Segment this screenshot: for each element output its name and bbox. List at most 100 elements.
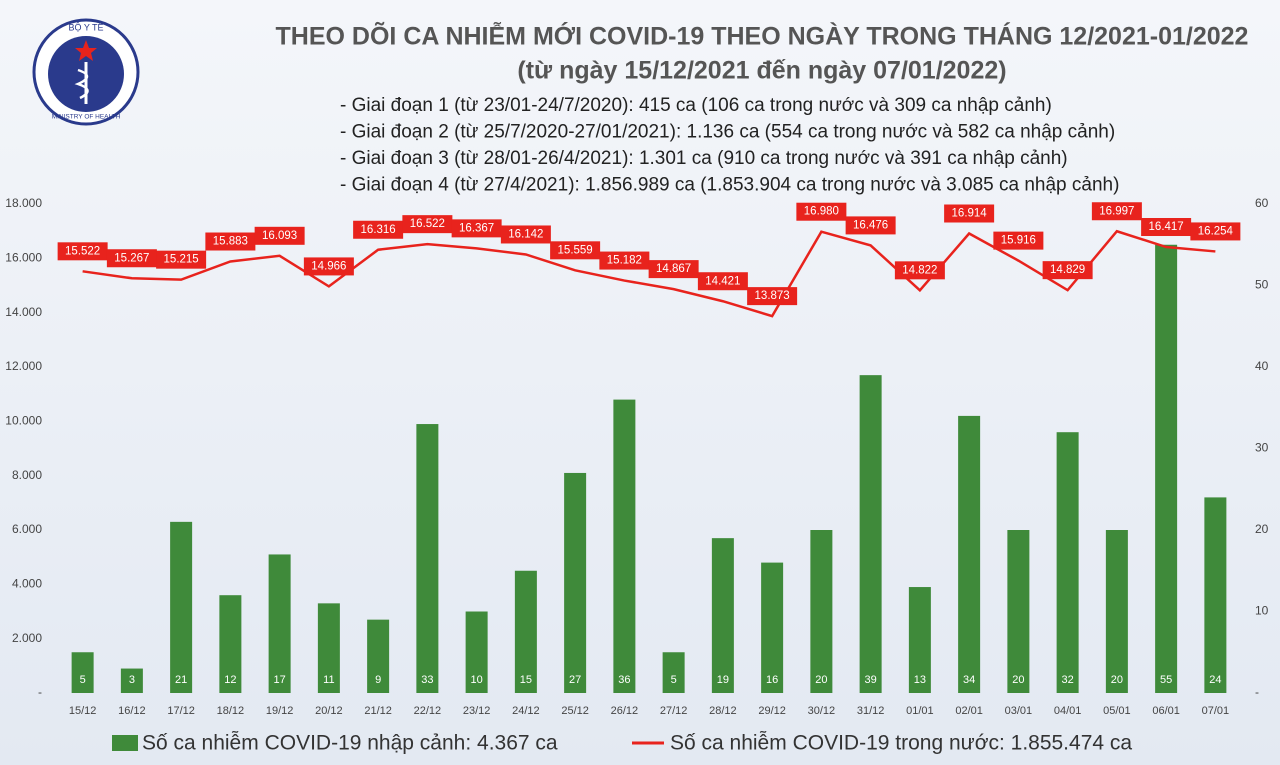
bar-value-label: 13 <box>914 674 926 686</box>
bar <box>367 619 390 693</box>
line-value-label: 16.980 <box>804 206 839 218</box>
bar-value-label: 36 <box>618 674 630 686</box>
y-tick-label: 16.000 <box>5 251 42 265</box>
y-tick-label: 6.000 <box>12 522 42 536</box>
line-value-label: 14.829 <box>1050 264 1085 276</box>
chart-subtitle: (từ ngày 15/12/2021 đến ngày 07/01/2022) <box>517 57 1006 85</box>
bar <box>1007 530 1030 693</box>
bar <box>219 595 242 693</box>
logo-snake <box>74 68 89 100</box>
bar-value-label: 19 <box>717 674 729 686</box>
line-value-label: 14.822 <box>902 264 937 276</box>
line <box>82 229 1216 318</box>
line-value-box <box>747 287 798 306</box>
bar <box>1105 530 1128 693</box>
line-value-box <box>254 226 305 245</box>
bar <box>317 603 340 693</box>
bar <box>170 521 193 693</box>
line-value-box <box>599 251 650 270</box>
line-value-box <box>1141 218 1192 237</box>
y-tick-label: 12.000 <box>5 359 42 373</box>
line-value-box <box>944 204 995 223</box>
x-tick-label: 18/12 <box>217 705 245 717</box>
line-value-box <box>156 250 207 269</box>
line-value-label: 16.367 <box>459 222 494 234</box>
logo: BỘ Y TẾ MINISTRY OF HEALTH <box>32 18 140 126</box>
x-tick-label: 26/12 <box>611 705 639 717</box>
bar-value-label: 5 <box>671 674 677 686</box>
y-tick-label: 40 <box>1255 359 1269 373</box>
line-value-label: 15.522 <box>65 245 100 257</box>
bar-value-label: 11 <box>323 674 334 686</box>
x-tick-label: 24/12 <box>512 705 540 717</box>
line-value-label: 16.417 <box>1149 221 1184 233</box>
bar <box>71 652 94 693</box>
bar-value-label: 17 <box>274 674 286 686</box>
bar-value-label: 12 <box>224 674 236 686</box>
line-value-box <box>894 261 945 280</box>
line-value-box <box>451 219 502 238</box>
bar-value-label: 55 <box>1160 674 1172 686</box>
x-tick-label: 02/01 <box>955 705 983 717</box>
y-tick-label: 8.000 <box>12 468 42 482</box>
line-value-box <box>697 272 748 291</box>
x-tick-label: 25/12 <box>561 705 589 717</box>
bar <box>120 668 143 693</box>
line-value-label: 13.873 <box>755 290 790 302</box>
line-value-label: 16.254 <box>1198 225 1234 237</box>
y-tick-label: - <box>38 685 42 699</box>
line-value-box <box>402 215 453 234</box>
line-value-label: 15.883 <box>213 236 248 248</box>
line-value-box <box>1190 222 1241 241</box>
bar <box>662 652 685 693</box>
line-value-label: 15.559 <box>558 244 593 256</box>
bar <box>465 611 488 693</box>
line-value-box <box>1091 202 1142 221</box>
x-tick-label: 23/12 <box>463 705 491 717</box>
line-value-label: 16.093 <box>262 230 297 242</box>
bar <box>416 424 439 693</box>
y-tick-label: 50 <box>1255 278 1269 292</box>
line-value-label: 15.916 <box>1001 235 1036 247</box>
bar-value-label: 9 <box>375 674 381 686</box>
x-tick-label: 21/12 <box>364 705 392 717</box>
annotation: - Giai đoạn 4 (từ 27/4/2021): 1.856.989 … <box>340 175 1119 196</box>
bar <box>613 399 636 693</box>
line-value-label: 16.142 <box>508 229 543 241</box>
x-tick-label: 06/01 <box>1152 705 1180 717</box>
legend-swatch <box>112 735 138 751</box>
line-value-label: 14.867 <box>656 263 691 275</box>
legend-label: Số ca nhiễm COVID-19 nhập cảnh: 4.367 ca <box>142 732 558 755</box>
line-value-label: 15.182 <box>607 255 642 267</box>
x-tick-label: 05/01 <box>1103 705 1131 717</box>
bar-value-label: 5 <box>80 674 86 686</box>
bar-value-label: 27 <box>569 674 581 686</box>
line-value-label: 15.215 <box>164 254 199 266</box>
y-tick-label: 30 <box>1255 441 1269 455</box>
bar <box>268 554 291 693</box>
bar <box>810 530 833 693</box>
bar-value-label: 33 <box>421 674 433 686</box>
y-tick-label: 18.000 <box>5 196 42 210</box>
y-tick-label: 2.000 <box>12 631 42 645</box>
bar-value-label: 21 <box>175 674 187 686</box>
bar-value-label: 32 <box>1062 674 1074 686</box>
y-tick-label: 14.000 <box>5 305 42 319</box>
bar <box>711 538 734 693</box>
bar <box>1204 497 1227 693</box>
x-tick-label: 22/12 <box>414 705 442 717</box>
bar-value-label: 20 <box>1111 674 1123 686</box>
x-tick-label: 27/12 <box>660 705 688 717</box>
line-value-box <box>500 225 551 244</box>
y-tick-label: 4.000 <box>12 577 42 591</box>
bar-value-label: 24 <box>1209 674 1221 686</box>
line-value-box <box>205 232 256 251</box>
line-value-label: 14.966 <box>311 260 346 272</box>
x-tick-label: 31/12 <box>857 705 885 717</box>
bar <box>761 562 784 693</box>
bar <box>1056 432 1079 693</box>
x-tick-label: 04/01 <box>1054 705 1082 717</box>
bar-value-label: 39 <box>865 674 877 686</box>
